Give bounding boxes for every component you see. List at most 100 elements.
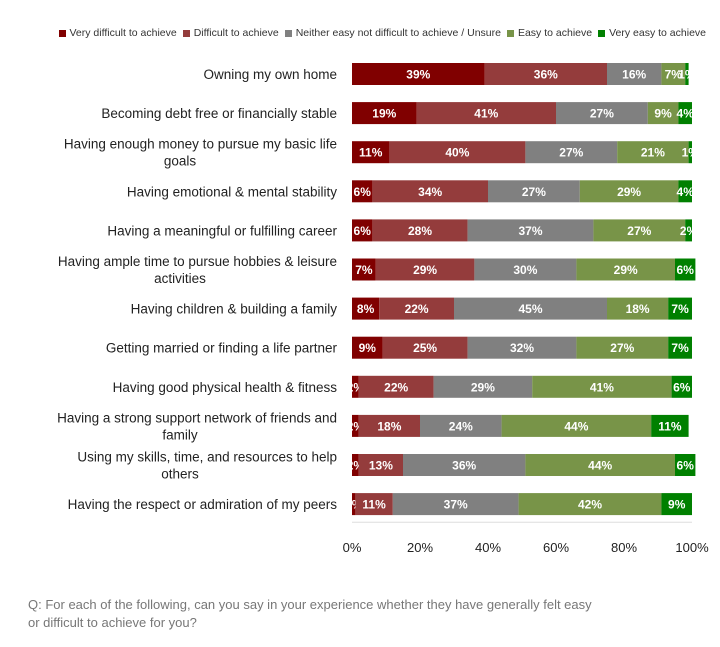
- stacked-bar-chart: Owning my own home Becoming debt free or …: [57, 63, 709, 555]
- data-label: 11%: [359, 146, 383, 160]
- bar-segment: [352, 141, 390, 164]
- category-label: Having children & building a family: [131, 302, 338, 317]
- legend-swatch: [58, 29, 66, 37]
- footnote: Q: For each of the following, can you sa…: [28, 596, 708, 632]
- bar-segment: [358, 414, 420, 437]
- data-label: 7%: [671, 341, 689, 355]
- data-label: 9%: [668, 498, 686, 512]
- data-label: 4%: [677, 185, 695, 199]
- bar-segment: [647, 102, 679, 125]
- category-label: Having enough money to pursue my basic l…: [64, 137, 337, 169]
- bar-segment: [556, 102, 648, 125]
- data-label: 37%: [518, 224, 542, 238]
- bar-segment: [532, 375, 672, 398]
- data-label: 6%: [354, 185, 372, 199]
- bar-segment: [688, 141, 692, 164]
- data-label: 9%: [359, 341, 377, 355]
- category-label: Having emotional & mental stability: [127, 184, 337, 199]
- bar-segment: [685, 219, 692, 242]
- bar-segment: [576, 336, 669, 359]
- data-label: 19%: [372, 107, 396, 121]
- bar-segment: [661, 63, 686, 85]
- bar-segment: [671, 375, 692, 398]
- bar-segment: [352, 414, 359, 437]
- data-label: 27%: [522, 185, 546, 199]
- x-tick-label: 0%: [343, 540, 362, 555]
- x-tick-label: 20%: [407, 540, 433, 555]
- bar-segment: [352, 297, 380, 320]
- category-label: Owning my own home: [203, 67, 337, 82]
- bar-segment: [358, 375, 434, 398]
- data-label: 34%: [418, 185, 442, 199]
- data-label: 25%: [413, 341, 437, 355]
- bar-segment: [593, 219, 686, 242]
- data-label: 40%: [445, 146, 469, 160]
- data-label: 6%: [677, 459, 695, 473]
- bar-segment: [607, 297, 669, 320]
- data-label: 27%: [627, 224, 651, 238]
- bar-segment: [484, 63, 607, 85]
- bar-segment: [416, 102, 556, 125]
- category-label: Having a meaningful or fulfilling career: [107, 223, 337, 238]
- bar-segment: [352, 454, 359, 476]
- data-label: 18%: [377, 419, 401, 433]
- data-label: 27%: [610, 341, 634, 355]
- data-label: 21%: [641, 146, 665, 160]
- bar-segment: [392, 493, 519, 516]
- data-label: 29%: [614, 263, 638, 277]
- bar-segment: [467, 219, 594, 242]
- bar-segment: [685, 63, 689, 85]
- footnote-line-2: or difficult to achieve for you?: [28, 615, 197, 630]
- data-label: 18%: [626, 302, 650, 316]
- legend-swatch: [506, 29, 514, 37]
- data-label: 30%: [513, 263, 537, 277]
- footnote-line-1: Q: For each of the following, can you sa…: [28, 597, 592, 612]
- x-tick-label: 80%: [611, 540, 637, 555]
- data-label: 13%: [369, 459, 393, 473]
- data-label: 7%: [665, 68, 683, 82]
- bar-segment: [579, 180, 679, 203]
- data-label: 28%: [408, 224, 432, 238]
- bar-segment: [352, 258, 376, 281]
- bar-segment: [518, 493, 662, 516]
- data-label: 11%: [658, 419, 682, 433]
- legend-label: Difficult to achieve: [193, 27, 279, 39]
- bar-segment: [675, 258, 696, 281]
- bar-segment: [467, 336, 577, 359]
- bar-segment: [352, 219, 373, 242]
- data-label: 16%: [622, 68, 646, 82]
- data-label: 8%: [357, 302, 375, 316]
- data-label: 6%: [673, 380, 691, 394]
- bar-segment: [651, 414, 689, 437]
- data-label: 22%: [384, 380, 408, 394]
- bar-segment: [501, 414, 652, 437]
- data-label: 1%: [678, 68, 696, 82]
- data-label: 27%: [559, 146, 583, 160]
- data-label: 36%: [452, 459, 476, 473]
- x-axis: 0% 20% 40% 60% 80% 100%: [343, 521, 709, 555]
- data-label: 9%: [654, 107, 672, 121]
- bar-segment: [379, 297, 454, 320]
- legend-item: Neither easy not difficult to achieve / …: [284, 27, 501, 39]
- bar-segment: [420, 414, 502, 437]
- bar-segment: [403, 454, 526, 476]
- legend-item: Very easy to achieve: [598, 27, 706, 39]
- legend-label: Easy to achieve: [517, 27, 593, 39]
- category-label: Having a strong support network of frien…: [57, 410, 337, 442]
- data-label: 2%: [680, 224, 698, 238]
- data-label: 37%: [444, 498, 468, 512]
- legend-swatch: [598, 29, 606, 37]
- bar-segment: [678, 180, 692, 203]
- data-label: 27%: [590, 107, 614, 121]
- bar-segment: [358, 454, 403, 476]
- bar-segment: [661, 493, 692, 516]
- bar-segment: [352, 336, 383, 359]
- bar-segment: [525, 454, 675, 476]
- bar-segment: [352, 493, 356, 516]
- category-label: Using my skills, time, and resources to …: [77, 450, 337, 482]
- category-label: Becoming debt free or financially stable: [101, 106, 337, 121]
- data-label: 29%: [617, 185, 641, 199]
- x-tick-label: 100%: [675, 540, 709, 555]
- bar-segment: [454, 297, 607, 320]
- data-label: 44%: [564, 419, 588, 433]
